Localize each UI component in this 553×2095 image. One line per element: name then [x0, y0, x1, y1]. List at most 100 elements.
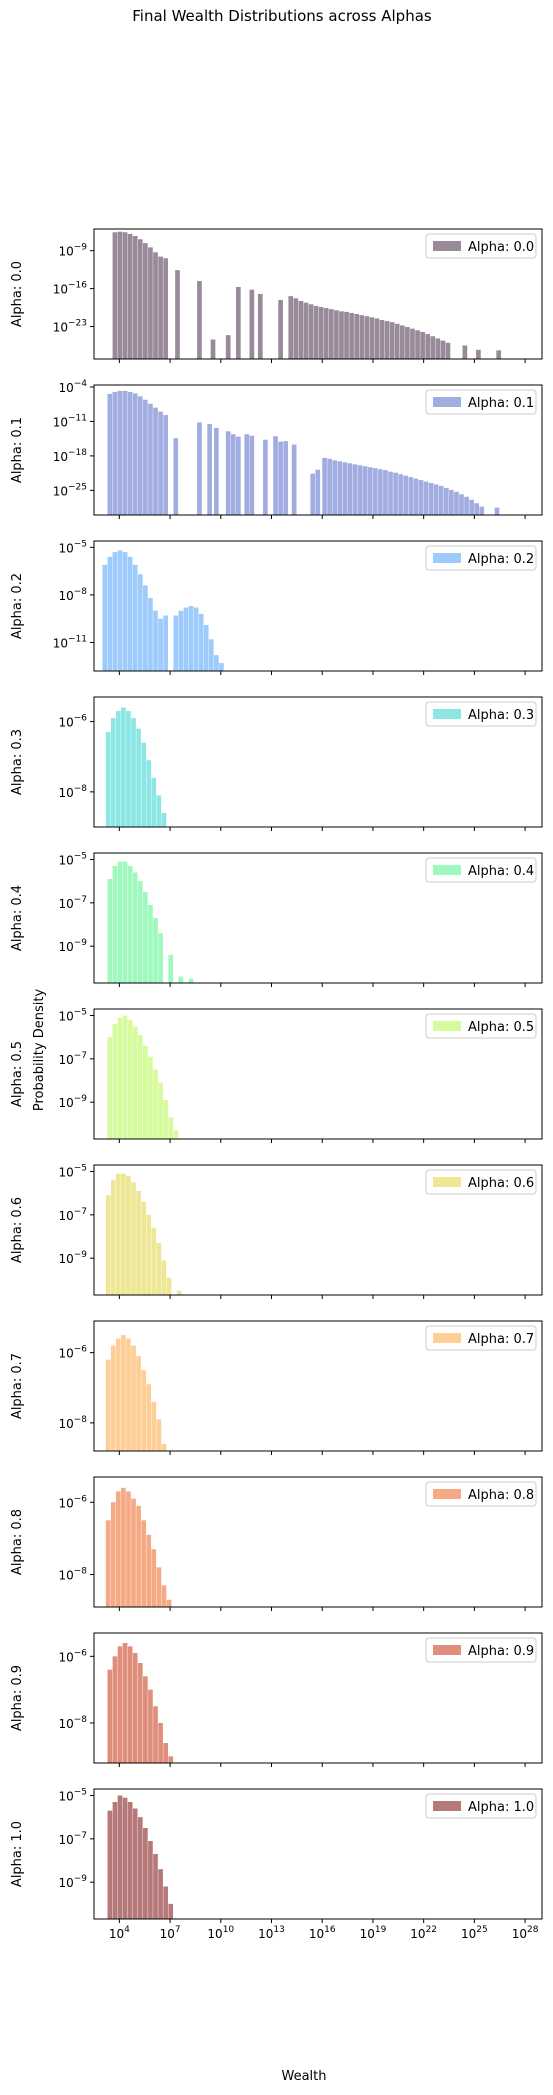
panel-y-label: Alpha: 0.6 — [10, 1197, 25, 1263]
histogram-bar — [127, 391, 133, 515]
histogram-bar — [127, 1646, 133, 1763]
legend-label: Alpha: 0.4 — [468, 864, 534, 879]
histogram-bar — [359, 315, 365, 360]
histogram-bar — [151, 1227, 157, 1295]
y-tick-label: 10−9 — [58, 1094, 87, 1110]
legend-label: Alpha: 0.5 — [468, 1020, 534, 1035]
histogram-bar — [141, 1370, 147, 1451]
legend-swatch — [433, 1645, 461, 1655]
histogram-bar — [496, 350, 502, 359]
histogram-bar — [112, 866, 118, 983]
histogram-bar — [230, 434, 236, 515]
histogram-bar — [146, 1214, 152, 1295]
legend: Alpha: 0.4 — [425, 857, 537, 883]
panel-frame — [93, 1320, 543, 1452]
histogram-bar — [342, 462, 348, 515]
figure-title: Final Wealth Distributions across Alphas — [132, 7, 432, 25]
histogram-bar — [173, 615, 179, 671]
x-tick-label: 107 — [160, 1925, 181, 1941]
histogram-bar — [163, 615, 168, 671]
histogram-bar — [163, 415, 168, 515]
legend-box — [425, 1481, 537, 1507]
histogram-bar — [131, 718, 136, 827]
histogram-bar — [435, 338, 441, 359]
histogram-bar — [105, 1520, 111, 1607]
legend-box — [425, 857, 537, 883]
histogram-bar — [158, 1723, 163, 1763]
y-tick-label: 10−7 — [58, 1207, 87, 1223]
histogram-bar — [176, 1290, 182, 1295]
panel-y-label: Alpha: 0.2 — [10, 573, 25, 639]
histogram-bar — [122, 232, 128, 359]
panel-y-label: Alpha: 0.0 — [10, 261, 25, 327]
panel-y-label: Alpha: 0.7 — [10, 1353, 25, 1419]
panel-y-label: Alpha: 0.4 — [10, 885, 25, 951]
panel-frame — [93, 1164, 543, 1296]
y-tick-label: 10−5 — [58, 1008, 87, 1024]
histogram-bar — [137, 1817, 143, 1919]
legend-label: Alpha: 0.7 — [468, 1332, 534, 1347]
y-tick-label: 10−5 — [58, 852, 87, 868]
histogram-bar — [257, 294, 263, 359]
legend: Alpha: 1.0 — [425, 1793, 537, 1819]
histogram-bar — [352, 464, 358, 515]
legend-box — [425, 1793, 537, 1819]
y-tick-label: 10−9 — [58, 243, 87, 259]
histogram-bar — [403, 475, 409, 515]
y-tick-label: 10−8 — [58, 1715, 87, 1731]
histogram-bar — [156, 1419, 162, 1451]
histogram-bar — [136, 1191, 141, 1295]
histogram-bar — [122, 552, 128, 671]
histogram-bar — [443, 487, 449, 515]
histogram-bar — [334, 310, 339, 359]
histogram-bar — [131, 1182, 136, 1295]
histogram-bar — [141, 742, 147, 827]
histogram-bar — [127, 866, 133, 983]
y-tick-label: 10−5 — [58, 539, 87, 555]
histogram-bar — [438, 485, 444, 515]
legend-swatch — [433, 1489, 461, 1499]
panel-y-label: Alpha: 0.8 — [10, 1509, 25, 1575]
histogram-bar — [347, 463, 353, 515]
histogram-bar — [132, 1026, 138, 1139]
histogram-bar — [153, 252, 158, 359]
panel-y-label: Alpha: 0.5 — [10, 1041, 25, 1107]
histogram-bar — [388, 471, 393, 515]
legend-box — [425, 233, 537, 259]
histogram-bar — [322, 457, 327, 515]
legend-label: Alpha: 0.6 — [468, 1176, 534, 1191]
histogram-bar — [143, 1828, 148, 1919]
histogram-bar — [372, 468, 378, 515]
panel-frame — [93, 852, 543, 984]
histogram-bar — [273, 436, 278, 515]
legend: Alpha: 0.0 — [425, 233, 537, 259]
histogram-bar — [143, 1045, 148, 1139]
histogram-bar — [143, 585, 148, 671]
histogram-bar — [210, 339, 216, 359]
histogram-bar — [278, 441, 283, 515]
histogram-bar — [394, 323, 400, 359]
legend-label: Alpha: 0.8 — [468, 1488, 534, 1503]
y-tick-label: 10−7 — [58, 895, 87, 911]
histogram-bar — [163, 1886, 168, 1919]
histogram-bar — [146, 760, 152, 827]
histogram-bar — [146, 1384, 152, 1451]
histogram-bar — [148, 1841, 153, 1919]
panel-alpha-10: 10−5 10−7 10−9 Alpha: 1.0 Alpha: 1.0 104 107 10… — [10, 1788, 543, 1941]
histogram-bar — [399, 325, 405, 359]
histogram-bar — [110, 718, 116, 827]
histogram-bar — [430, 336, 436, 359]
histogram-bar — [354, 314, 360, 359]
histogram-bar — [131, 1498, 136, 1607]
histogram-bar — [148, 905, 153, 983]
legend-swatch — [433, 709, 461, 719]
histogram-bar — [423, 481, 429, 515]
histogram-bar — [122, 1797, 128, 1919]
panel-frame — [93, 228, 543, 360]
histogram-bar — [153, 1069, 158, 1139]
histogram-bar — [369, 317, 375, 359]
histogram-bar — [151, 1401, 157, 1451]
histogram-bar — [349, 312, 354, 359]
histogram-bar — [214, 655, 219, 671]
histogram-bar — [357, 465, 363, 515]
